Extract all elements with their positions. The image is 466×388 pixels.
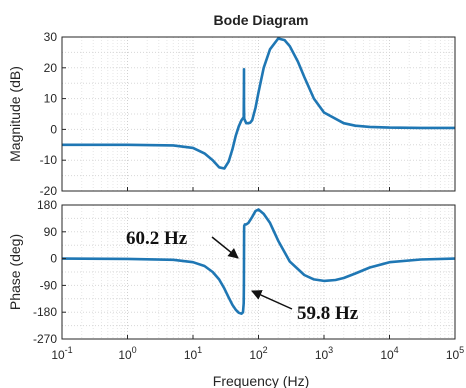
phase-y-tick-label: 180 xyxy=(37,198,57,212)
magnitude-panel: -20 -10 0 10 20 30 Magnitude (dB) xyxy=(7,30,456,198)
x-tick-label: 103 xyxy=(315,345,333,362)
x-axis-label: Frequency (Hz) xyxy=(213,373,309,388)
x-tick-label: 100 xyxy=(118,345,136,362)
annotations: 60.2 Hz 59.8 Hz xyxy=(126,228,359,324)
phase-y-tick-label: -180 xyxy=(33,305,57,319)
magnitude-y-axis-label: Magnitude (dB) xyxy=(7,66,23,162)
phase-panel: -270 -180 -90 0 90 180 Phase (deg) 10-1 100 101 10… xyxy=(7,198,464,362)
x-tick-label: 105 xyxy=(446,345,464,362)
magnitude-curve xyxy=(62,37,455,170)
magnitude-y-tick-label: 30 xyxy=(44,30,58,44)
x-tick-label: 102 xyxy=(249,345,267,362)
phase-curve xyxy=(61,208,456,315)
x-tick-label: 10-1 xyxy=(51,345,72,362)
magnitude-y-tick-label: 10 xyxy=(44,92,58,106)
annotation-60-2-hz-arrow xyxy=(211,236,239,259)
x-tick-label: 104 xyxy=(380,345,398,362)
x-tick-label: 101 xyxy=(184,345,202,362)
phase-y-tick-label: 90 xyxy=(44,225,58,239)
phase-y-tick-label: -270 xyxy=(33,332,57,346)
annotation-59-8-hz-arrow xyxy=(251,290,293,310)
magnitude-y-tick-label: -10 xyxy=(40,153,58,167)
magnitude-plot-area xyxy=(62,37,455,191)
annotation-60-2-hz: 60.2 Hz xyxy=(126,228,188,249)
annotation-59-8-hz: 59.8 Hz xyxy=(297,303,359,324)
magnitude-y-tick-label: -20 xyxy=(40,184,58,198)
phase-y-tick-label: -90 xyxy=(40,278,58,292)
magnitude-y-tick-label: 0 xyxy=(50,122,57,136)
phase-y-tick-label: 0 xyxy=(50,252,57,266)
phase-y-axis-label: Phase (deg) xyxy=(7,234,23,310)
chart-title: Bode Diagram xyxy=(214,12,309,28)
magnitude-y-tick-label: 20 xyxy=(44,61,58,75)
